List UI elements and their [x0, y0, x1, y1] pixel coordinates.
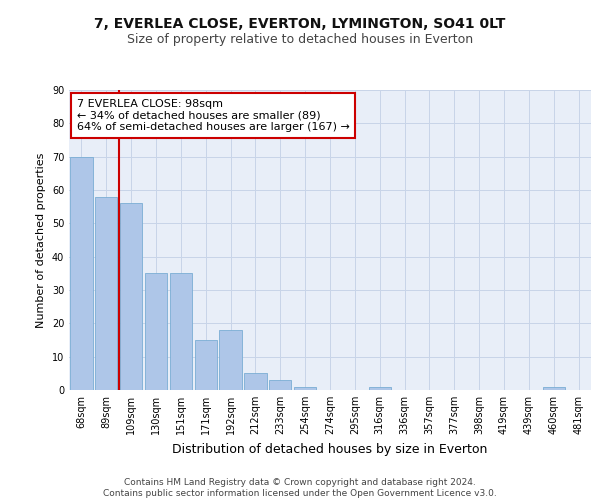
- Text: Contains HM Land Registry data © Crown copyright and database right 2024.
Contai: Contains HM Land Registry data © Crown c…: [103, 478, 497, 498]
- Bar: [542, 386, 565, 390]
- Bar: [95, 196, 118, 390]
- Bar: [120, 204, 142, 390]
- Bar: [294, 386, 316, 390]
- Text: 7, EVERLEA CLOSE, EVERTON, LYMINGTON, SO41 0LT: 7, EVERLEA CLOSE, EVERTON, LYMINGTON, SO…: [94, 18, 506, 32]
- Bar: [244, 374, 266, 390]
- Bar: [368, 386, 391, 390]
- Bar: [220, 330, 242, 390]
- Text: Size of property relative to detached houses in Everton: Size of property relative to detached ho…: [127, 32, 473, 46]
- Bar: [194, 340, 217, 390]
- X-axis label: Distribution of detached houses by size in Everton: Distribution of detached houses by size …: [172, 442, 488, 456]
- Bar: [170, 274, 192, 390]
- Y-axis label: Number of detached properties: Number of detached properties: [36, 152, 46, 328]
- Bar: [269, 380, 292, 390]
- Text: 7 EVERLEA CLOSE: 98sqm
← 34% of detached houses are smaller (89)
64% of semi-det: 7 EVERLEA CLOSE: 98sqm ← 34% of detached…: [77, 99, 350, 132]
- Bar: [145, 274, 167, 390]
- Bar: [70, 156, 92, 390]
